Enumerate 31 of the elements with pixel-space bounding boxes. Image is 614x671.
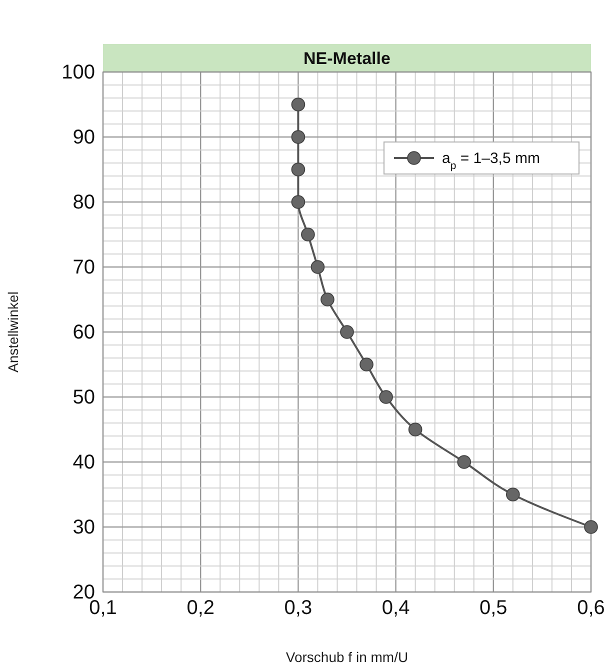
y-tick-label: 30 [72, 516, 95, 538]
y-tick-label: 100 [62, 61, 95, 84]
point [291, 98, 306, 112]
y-tick-label: 80 [72, 191, 95, 214]
point [301, 228, 315, 242]
y-tick-label: 40 [72, 451, 95, 474]
point [291, 195, 306, 209]
x-tick-label: 0,2 [186, 597, 215, 620]
point [360, 358, 374, 372]
chart-title: NE-Metalle [304, 49, 390, 68]
point [310, 260, 325, 274]
y-tick-label: 90 [72, 126, 95, 148]
y-tick-label: 60 [72, 321, 95, 344]
point [457, 455, 472, 469]
point [291, 162, 306, 176]
y-tick-label: 70 [72, 256, 95, 278]
point [340, 325, 354, 339]
x-tick-label: 0,4 [382, 597, 410, 620]
x-tick-label: 0,5 [479, 597, 508, 620]
point [379, 390, 393, 404]
point [291, 130, 306, 144]
x-axis-title: Vorschub f in mm/U [286, 649, 408, 665]
point [320, 292, 334, 306]
point [584, 520, 598, 534]
x-tick-label: 0,6 [577, 597, 605, 620]
y-tick-label: 50 [72, 386, 95, 408]
point [506, 488, 520, 502]
x-tick-label: 0,3 [284, 597, 312, 620]
point [408, 422, 422, 436]
legend-label: a$_{p}$ = 1–3,5 mm [442, 150, 540, 172]
y-axis-title: Anstellwinkel [5, 292, 21, 372]
